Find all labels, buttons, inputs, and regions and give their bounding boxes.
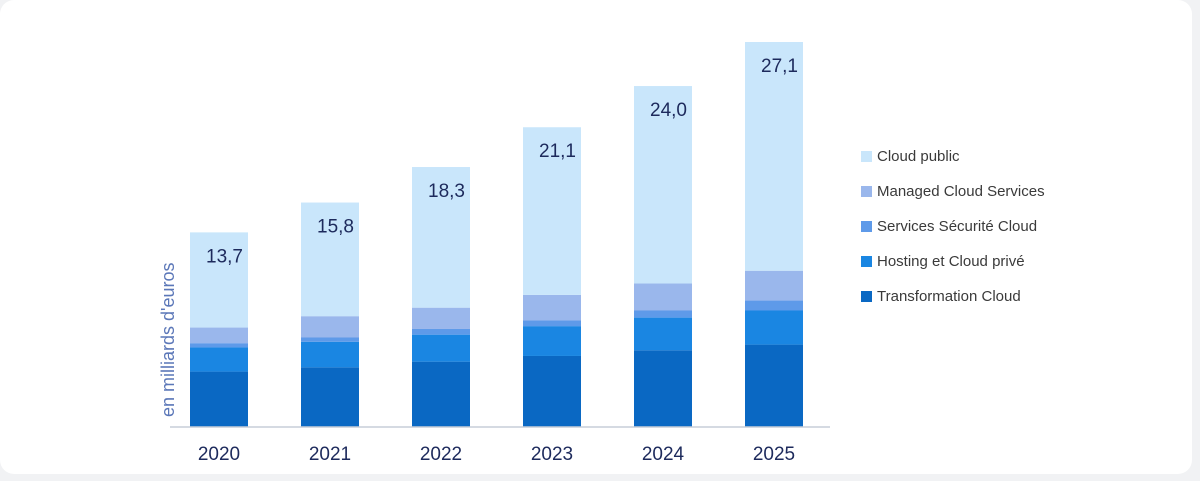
bar-2022-transformation-cloud xyxy=(412,361,470,427)
bar-2025-transformation-cloud xyxy=(745,344,803,427)
bar-2024-services-s-curit-cloud xyxy=(634,310,692,318)
bar-2023-transformation-cloud xyxy=(523,355,581,427)
bar-2020-services-s-curit-cloud xyxy=(190,343,248,348)
legend: Cloud public Managed Cloud Services Servic… xyxy=(861,148,1045,305)
bar-2020-cloud-public xyxy=(190,232,248,328)
bar-2022-cloud-public xyxy=(412,167,470,308)
total-label-2020: 13,7 xyxy=(206,246,243,267)
bar-2020-transformation-cloud xyxy=(190,371,248,427)
bar-2025-managed-cloud-services xyxy=(745,270,803,301)
bar-2021-services-s-curit-cloud xyxy=(301,337,359,342)
bar-2025-cloud-public xyxy=(745,42,803,271)
bar-2025-hosting-et-cloud-priv- xyxy=(745,310,803,345)
bars-layer xyxy=(190,42,803,427)
legend-label-0: Cloud public xyxy=(877,148,960,165)
x-tick-2025: 2025 xyxy=(753,444,795,465)
stacked-bar-chart: 13,715,818,321,124,027,1 2020 2021 2022 202… xyxy=(158,42,1045,465)
y-axis-label: en milliards d'euros xyxy=(158,262,178,417)
bar-2023-managed-cloud-services xyxy=(523,294,581,321)
legend-swatch-1 xyxy=(861,186,872,197)
legend-swatch-2 xyxy=(861,221,872,232)
legend-label-2: Services Sécurité Cloud xyxy=(877,218,1037,235)
bar-2025-services-s-curit-cloud xyxy=(745,300,803,311)
bar-2024-hosting-et-cloud-priv- xyxy=(634,317,692,351)
bar-2022-services-s-curit-cloud xyxy=(412,328,470,335)
legend-label-4: Transformation Cloud xyxy=(877,288,1021,305)
bar-2021-transformation-cloud xyxy=(301,367,359,427)
bar-2021-cloud-public xyxy=(301,202,359,317)
bar-2024-cloud-public xyxy=(634,86,692,284)
chart-card: 13,7 15,8 18,3 21,1 24,0 27,1 2020 2021 2022 202… xyxy=(0,0,1192,474)
bar-2021-hosting-et-cloud-priv- xyxy=(301,341,359,368)
legend-swatch-4 xyxy=(861,291,872,302)
x-tick-2023: 2023 xyxy=(531,444,573,465)
x-tick-2024: 2024 xyxy=(642,444,685,465)
bar-2024-managed-cloud-services xyxy=(634,283,692,311)
total-label-2022: 18,3 xyxy=(428,181,465,202)
bar-2020-hosting-et-cloud-priv- xyxy=(190,347,248,372)
legend-swatch-0 xyxy=(861,151,872,162)
bar-2023-hosting-et-cloud-priv- xyxy=(523,326,581,356)
total-labels: 13,7 15,8 18,3 21,1 24,0 27,1 xyxy=(206,56,798,267)
bar-2020-managed-cloud-services xyxy=(190,327,248,344)
x-tick-2020: 2020 xyxy=(198,444,240,465)
total-label-2024: 24,0 xyxy=(650,100,687,121)
total-label-2025: 27,1 xyxy=(761,56,798,77)
legend-label-1: Managed Cloud Services xyxy=(877,183,1045,200)
bar-2022-hosting-et-cloud-priv- xyxy=(412,334,470,362)
bar-2023-cloud-public xyxy=(523,127,581,295)
total-label-2023: 21,1 xyxy=(539,141,576,162)
bar-2023-services-s-curit-cloud xyxy=(523,320,581,327)
total-label-2021: 15,8 xyxy=(317,217,354,238)
x-tick-2021: 2021 xyxy=(309,444,351,465)
bar-2022-managed-cloud-services xyxy=(412,307,470,329)
x-tick-labels: 2020 2021 2022 2023 2024 2025 xyxy=(198,444,795,465)
legend-swatch-3 xyxy=(861,256,872,267)
bar-2024-transformation-cloud xyxy=(634,350,692,427)
legend-label-3: Hosting et Cloud privé xyxy=(877,253,1025,270)
x-tick-2022: 2022 xyxy=(420,444,462,465)
bar-2021-managed-cloud-services xyxy=(301,316,359,338)
